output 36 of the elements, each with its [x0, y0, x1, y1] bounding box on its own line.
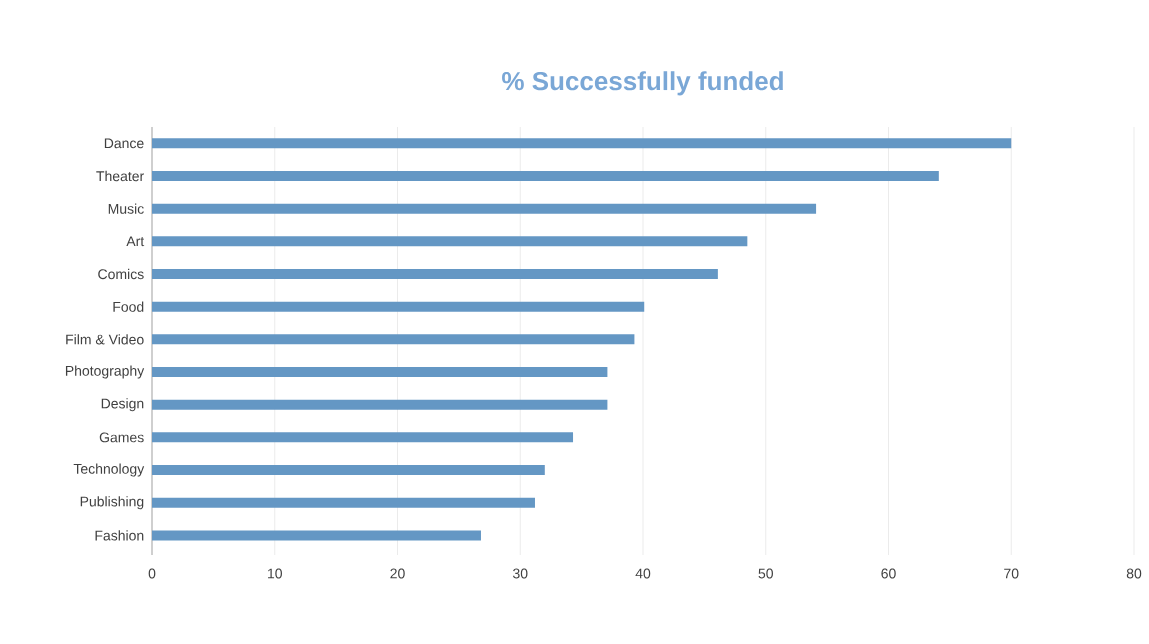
bar [152, 530, 481, 541]
y-tick-label: Film & Video [66, 334, 144, 345]
y-tick-label: Food [113, 301, 144, 312]
x-tick-label: 70 [1004, 568, 1019, 579]
bar [152, 497, 535, 508]
chart-title: % Successfully funded [502, 71, 783, 96]
x-tick-label: 30 [513, 568, 528, 579]
x-tick-label: 50 [758, 568, 773, 579]
bar [152, 171, 939, 181]
y-tick-label: Art [126, 236, 145, 247]
y-tick-label: Design [101, 398, 144, 412]
x-tick-label: 20 [390, 568, 405, 579]
bar [152, 465, 545, 476]
y-tick-label: Comics [98, 268, 144, 280]
y-tick-label: Games [99, 432, 144, 443]
bar [152, 432, 574, 443]
y-tick-label: Theater [96, 170, 144, 182]
y-tick-label: Technology [73, 463, 145, 477]
bar [152, 334, 635, 345]
y-tick-label: Music [108, 203, 144, 214]
bar [152, 399, 608, 410]
bar [152, 138, 1012, 149]
x-tick-label: 10 [268, 568, 282, 579]
y-tick-label: Dance [104, 138, 144, 149]
y-tick-label: Publishing [80, 496, 144, 510]
x-tick-label: 0 [148, 568, 156, 579]
x-tick-label: 80 [1126, 568, 1142, 579]
bar [152, 367, 608, 378]
bar [152, 301, 645, 312]
bar [152, 269, 718, 280]
y-tick-label: Fashion [95, 530, 144, 541]
bar [152, 236, 748, 247]
x-tick-label: 40 [635, 568, 651, 579]
bar [152, 203, 817, 214]
x-tick-label: 60 [881, 568, 896, 579]
y-tick-label: Photography [65, 365, 145, 379]
